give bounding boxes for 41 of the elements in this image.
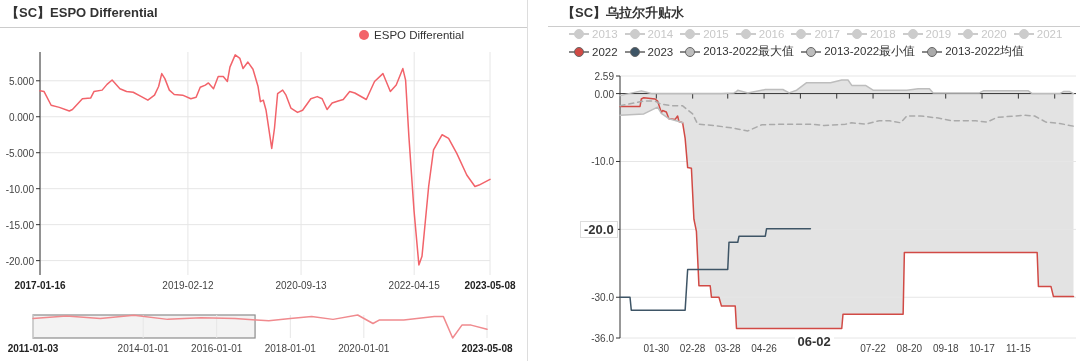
x-tick-label: 03-28 xyxy=(714,343,741,354)
legend-label: ESPO Differential xyxy=(374,29,464,41)
annotation: 06-02 xyxy=(794,333,834,349)
x-tick-label: 2014-01-01 xyxy=(117,343,170,354)
x-tick-label: 2018-01-01 xyxy=(264,343,317,354)
x-tick-label: 2020-01-01 xyxy=(338,343,390,354)
chart-title: 【SC】乌拉尔升贴水 xyxy=(562,4,685,22)
legend-label: 2013-2022均值 xyxy=(945,44,1025,59)
y-tick-label: -36.0 xyxy=(591,333,615,344)
x-tick-label: 2017-01-16 xyxy=(14,280,67,291)
x-tick-label: 04-26 xyxy=(751,343,778,354)
x-tick-label: 2023-05-08 xyxy=(461,343,514,354)
y-tick-label: -10.00 xyxy=(5,183,35,195)
y-tick-label: -5.000 xyxy=(5,147,35,159)
legend-label: 2022 xyxy=(592,45,618,58)
x-tick-label: 01-30 xyxy=(643,343,670,354)
x-tick-label: 08-20 xyxy=(896,343,923,354)
x-tick-label: 2011-01-03 xyxy=(7,343,59,354)
y-tick-label: -10.0 xyxy=(591,156,615,168)
legend-label: 2013-2022最大值 xyxy=(703,44,795,59)
x-tick-label: 07-22 xyxy=(860,343,887,354)
chart-title: 【SC】ESPO Differential xyxy=(6,4,158,22)
y-tick-label: 5.000 xyxy=(8,75,35,87)
y-tick-label: 0.000 xyxy=(8,111,35,123)
x-tick-label: 2020-09-13 xyxy=(275,280,328,291)
x-tick-label: 10-17 xyxy=(969,343,996,354)
x-tick-label: 2023-05-08 xyxy=(464,280,517,291)
x-tick-label: 02-28 xyxy=(679,343,706,354)
x-tick-label: 2019-02-12 xyxy=(162,280,214,291)
x-tick-label: 2022-04-15 xyxy=(388,280,441,291)
y-tick-label: -15.00 xyxy=(5,219,35,231)
legend-label: 2023 xyxy=(647,45,674,58)
x-tick-label: 09-18 xyxy=(932,343,959,354)
y-tick-label: -30.0 xyxy=(591,292,615,304)
x-tick-label: 2016-01-01 xyxy=(191,343,243,354)
y-tick-label: 0.00 xyxy=(594,88,615,100)
annotation: -20.0 xyxy=(580,220,618,238)
legend-label: 2013-2022最小值 xyxy=(824,44,916,59)
y-tick-label: -20.00 xyxy=(5,255,35,267)
x-tick-label: 11-15 xyxy=(1005,343,1032,354)
y-tick-label: 2.59 xyxy=(594,71,615,82)
